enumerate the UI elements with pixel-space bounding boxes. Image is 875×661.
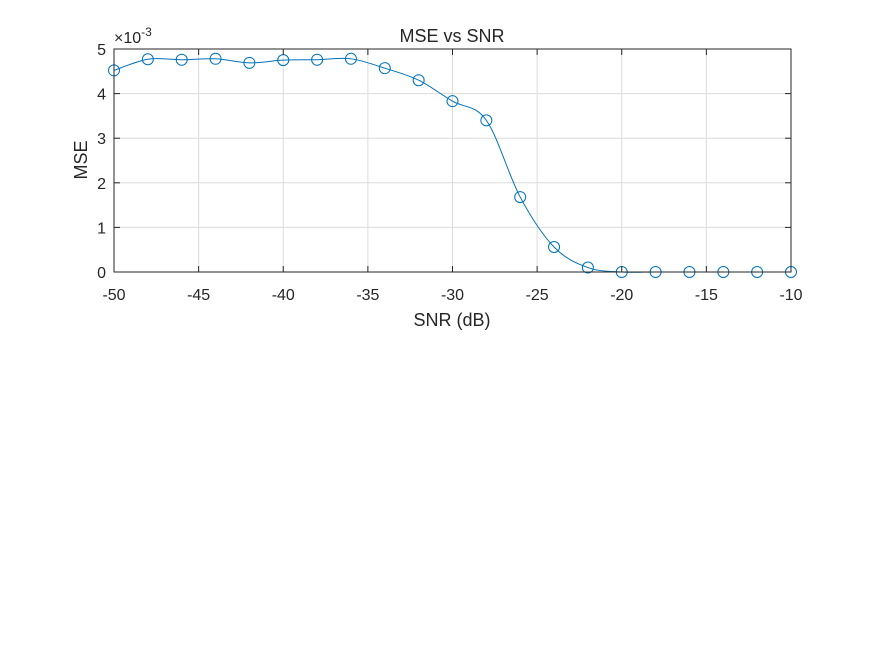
data-point [446, 95, 459, 108]
x-axis-label: SNR (dB) [413, 310, 490, 330]
y-tick-label: 4 [97, 87, 106, 104]
data-point [514, 191, 527, 204]
x-tick-label: -40 [272, 287, 295, 304]
x-tick-label: -25 [526, 287, 549, 304]
grid [114, 49, 791, 272]
x-tick-label: -20 [610, 287, 633, 304]
data-point [311, 53, 324, 66]
y-exponent-label: ×10-3 [114, 25, 152, 47]
data-point [175, 53, 188, 66]
data-point [243, 56, 256, 69]
ticks: -50 -45 -40 -35 -30 -25 -20 -15 -10 0 1 2 3 4 5 [97, 42, 803, 304]
data-point [548, 241, 561, 254]
data-point [581, 261, 594, 274]
data-point [480, 114, 493, 127]
data-point [412, 74, 425, 87]
x-tick-label: -10 [779, 287, 802, 304]
y-exponent-power: -3 [141, 25, 152, 39]
y-tick-label: 3 [97, 131, 106, 148]
x-tick-label: -50 [102, 287, 125, 304]
x-tick-label: -35 [356, 287, 379, 304]
y-tick-label: 1 [97, 220, 106, 237]
data-point [378, 62, 391, 75]
data-point [344, 52, 357, 65]
y-tick-label: 2 [97, 176, 106, 193]
y-axis-label: MSE [71, 140, 91, 179]
chart-title: MSE vs SNR [399, 26, 504, 46]
x-tick-label: -45 [187, 287, 210, 304]
data-point [209, 52, 222, 65]
data-point [141, 53, 154, 66]
x-tick-label: -15 [695, 287, 718, 304]
y-tick-label: 5 [97, 42, 106, 59]
y-tick-label: 0 [97, 265, 106, 282]
x-tick-label: -30 [441, 287, 464, 304]
y-exponent-base: ×10 [114, 30, 141, 47]
